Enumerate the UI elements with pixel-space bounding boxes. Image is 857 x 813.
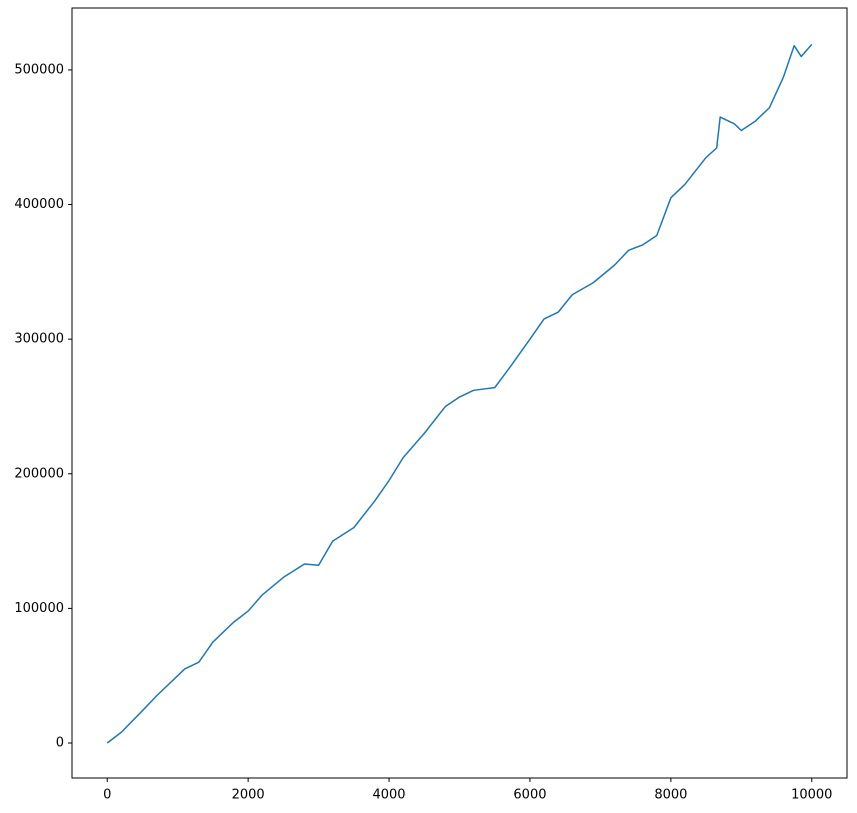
y-tick-label: 100000 bbox=[14, 601, 64, 616]
x-tick-label: 0 bbox=[103, 788, 111, 803]
y-tick-label: 200000 bbox=[14, 466, 64, 481]
y-tick-label: 0 bbox=[56, 736, 64, 751]
y-tick-label: 500000 bbox=[14, 62, 64, 77]
x-tick-label: 6000 bbox=[513, 788, 546, 803]
y-tick-label: 400000 bbox=[14, 197, 64, 212]
axes-frame bbox=[71, 7, 848, 779]
x-tick-label: 8000 bbox=[654, 788, 687, 803]
x-tick-label: 4000 bbox=[372, 788, 405, 803]
y-tick-label: 300000 bbox=[14, 332, 64, 347]
data-line bbox=[106, 43, 813, 744]
x-tick-label: 10000 bbox=[791, 788, 832, 803]
x-tick-label: 2000 bbox=[232, 788, 265, 803]
